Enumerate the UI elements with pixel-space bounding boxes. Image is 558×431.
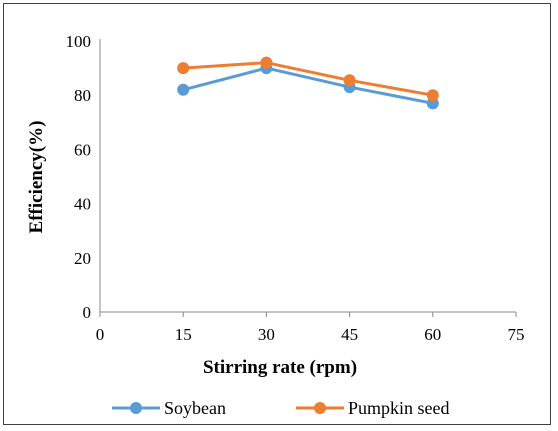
y-tick-label: 40 — [74, 195, 91, 214]
data-point — [426, 89, 439, 102]
x-tick-label: 30 — [258, 325, 275, 344]
series-soybean — [177, 62, 439, 110]
y-tick-label: 20 — [74, 249, 91, 268]
x-tick-label: 0 — [96, 325, 105, 344]
legend-item: Pumpkin seed — [296, 398, 450, 418]
legend: Soybean Pumpkin seed — [112, 398, 450, 418]
data-point — [260, 56, 273, 69]
data-point — [343, 74, 356, 87]
chart-frame — [3, 3, 551, 425]
x-tick-label: 45 — [341, 325, 358, 344]
legend-item: Soybean — [112, 398, 226, 418]
x-tick-label: 60 — [424, 325, 441, 344]
plot-area — [99, 39, 516, 313]
series-pumpkin-seed — [177, 56, 439, 102]
series-line — [183, 61, 434, 97]
series-layer — [177, 56, 439, 110]
data-point — [177, 62, 190, 75]
y-tick-label: 0 — [83, 303, 92, 322]
x-axis-ticks: 0 15 30 45 60 75 — [96, 312, 525, 344]
x-tick-label: 15 — [175, 325, 192, 344]
legend-marker — [314, 402, 326, 414]
x-tick-label: 75 — [508, 325, 525, 344]
y-tick-label: 100 — [66, 32, 92, 51]
legend-label: Pumpkin seed — [348, 398, 450, 418]
y-tick-label: 80 — [74, 86, 91, 105]
y-tick-label: 60 — [74, 140, 91, 159]
y-axis-title: Efficiency(%) — [26, 121, 47, 234]
data-point — [177, 83, 190, 96]
y-axis-ticks: 0 20 40 60 80 100 — [66, 32, 92, 322]
legend-label: Soybean — [164, 398, 226, 418]
legend-marker — [130, 402, 142, 414]
series-line — [182, 66, 434, 105]
x-axis-title: Stirring rate (rpm) — [203, 357, 357, 378]
